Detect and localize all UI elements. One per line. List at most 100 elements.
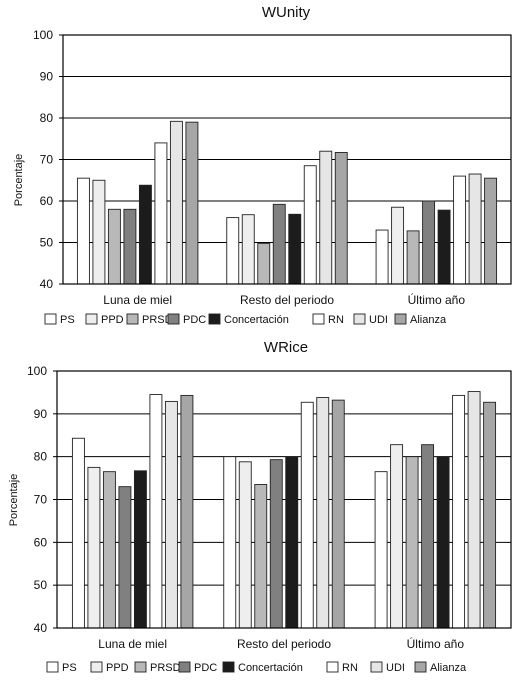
bar	[374, 471, 388, 629]
bar	[453, 175, 467, 285]
y-tick-label: 40	[40, 277, 54, 291]
legend-swatch	[46, 661, 59, 673]
legend-label: PS	[60, 314, 75, 326]
bar	[169, 120, 183, 285]
category-label: Luna de miel	[103, 293, 172, 307]
legend-swatch	[222, 661, 235, 673]
y-tick-label: 90	[40, 70, 54, 84]
bar	[226, 217, 240, 285]
legend: PS PPD PRSD PDC Concertación RN UDI Alianza	[44, 313, 447, 326]
bar	[484, 177, 498, 285]
plot-area: 40 50 60 70 80 90 100 Luna de miel Resto del per…	[27, 364, 512, 651]
y-axis-label: Porcentaje	[8, 474, 20, 527]
legend-label: Alianza	[410, 314, 447, 326]
bar	[319, 150, 333, 285]
bar	[257, 242, 271, 285]
y-tick-label: 70	[40, 153, 54, 167]
legend-label: PPD	[106, 662, 129, 674]
bar	[483, 401, 497, 629]
y-tick-label: 50	[34, 578, 48, 592]
bar	[300, 401, 314, 629]
bar	[375, 229, 389, 285]
bar	[92, 179, 106, 285]
legend-label: PDC	[194, 662, 217, 674]
category-label: Último año	[407, 636, 465, 651]
category-label: Último año	[408, 292, 466, 307]
bar	[467, 391, 481, 629]
legend-label: PPD	[101, 314, 124, 326]
bar	[331, 399, 345, 629]
legend-swatch	[414, 661, 427, 673]
legend-label: UDI	[386, 662, 405, 674]
legend-label: RN	[328, 314, 344, 326]
legend-label: Alianza	[430, 662, 467, 674]
plot-frame	[62, 34, 512, 285]
legend-label: Concertación	[224, 314, 289, 326]
bar	[180, 394, 194, 629]
bar	[185, 121, 199, 285]
bar	[76, 177, 90, 285]
y-tick-label: 80	[34, 450, 48, 464]
bar	[238, 461, 252, 629]
legend-label: Concertación	[238, 662, 303, 674]
bar	[437, 209, 451, 285]
bar	[133, 470, 147, 629]
legend-label: PRSD	[142, 314, 173, 326]
bar	[71, 437, 85, 629]
y-tick-label: 70	[34, 493, 48, 507]
legend-swatch	[167, 313, 180, 325]
legend-swatch	[208, 313, 221, 325]
plot-frame	[56, 370, 512, 629]
y-axis-label: Porcentaje	[13, 154, 25, 207]
bar	[254, 484, 268, 629]
y-tick-label: 90	[34, 407, 48, 421]
bar	[452, 394, 466, 629]
y-tick-label: 40	[34, 621, 48, 635]
bar	[241, 214, 255, 285]
bar	[406, 230, 420, 285]
bar	[118, 486, 132, 629]
category-label: Luna de miel	[98, 637, 167, 651]
legend-swatch	[44, 313, 57, 325]
legend-swatch	[326, 661, 339, 673]
legend-swatch	[178, 661, 191, 673]
chart-title: WUnity	[262, 4, 311, 21]
bar	[102, 471, 116, 629]
legend-swatch	[126, 313, 139, 325]
chart-wunity: WUnity Porcentaje 40 50 60 70 80 90 100 Luna de…	[13, 4, 512, 326]
bar	[468, 173, 482, 285]
bar	[272, 203, 286, 285]
bar	[316, 397, 330, 629]
plot-area: 40 50 60 70 80 90 100 Luna de miel Resto del per…	[33, 28, 512, 307]
legend-swatch	[134, 661, 147, 673]
bar	[422, 200, 436, 285]
y-tick-label: 60	[34, 535, 48, 549]
y-tick-label: 80	[40, 111, 54, 125]
bar	[303, 165, 317, 285]
legend-swatch	[312, 313, 325, 325]
bar	[334, 151, 348, 285]
legend-swatch	[90, 661, 103, 673]
bar	[149, 394, 163, 629]
legend-label: PS	[62, 662, 77, 674]
y-tick-label: 100	[27, 364, 47, 378]
bar	[288, 213, 302, 285]
category-label: Resto del periodo	[237, 637, 331, 651]
legend-swatch	[370, 661, 383, 673]
bar	[123, 208, 137, 285]
y-tick-label: 50	[40, 236, 54, 250]
category-label: Resto del periodo	[240, 293, 334, 307]
bar	[390, 444, 404, 629]
y-tick-label: 60	[40, 194, 54, 208]
bar	[436, 456, 450, 629]
bar	[154, 142, 168, 285]
bar	[285, 456, 299, 629]
legend-label: PRSD	[150, 662, 181, 674]
legend-label: UDI	[369, 314, 388, 326]
legend-swatch	[353, 313, 366, 325]
bar	[87, 466, 101, 629]
bar	[223, 456, 237, 629]
bar	[138, 184, 152, 285]
bar	[107, 208, 121, 285]
